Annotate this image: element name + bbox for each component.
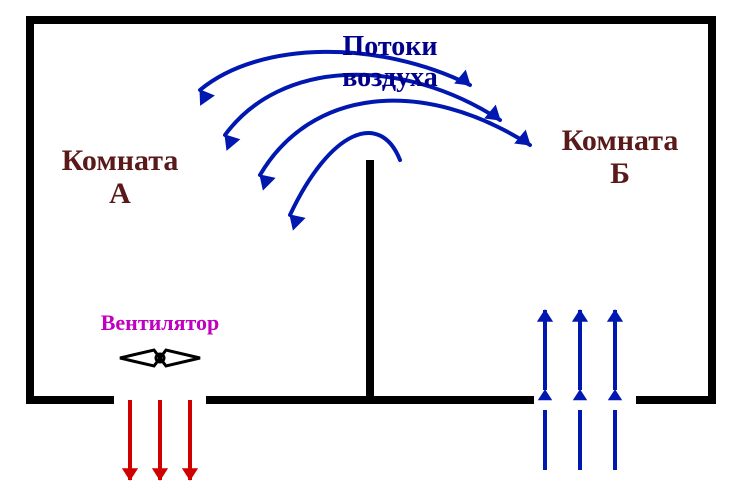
label-fan: Вентилятор xyxy=(101,310,220,335)
fan-icon xyxy=(120,350,200,366)
label-room-a: КомнатаА xyxy=(62,144,179,210)
label-airflows: Потокивоздуха xyxy=(342,31,437,93)
inlet-arrows-room-b xyxy=(538,310,622,470)
outlet-arrows-fan xyxy=(123,400,197,480)
diagram-canvas: Потокивоздуха КомнатаА КомнатаБ Вентилятор xyxy=(0,0,742,500)
label-room-b: КомнатаБ xyxy=(562,124,679,190)
